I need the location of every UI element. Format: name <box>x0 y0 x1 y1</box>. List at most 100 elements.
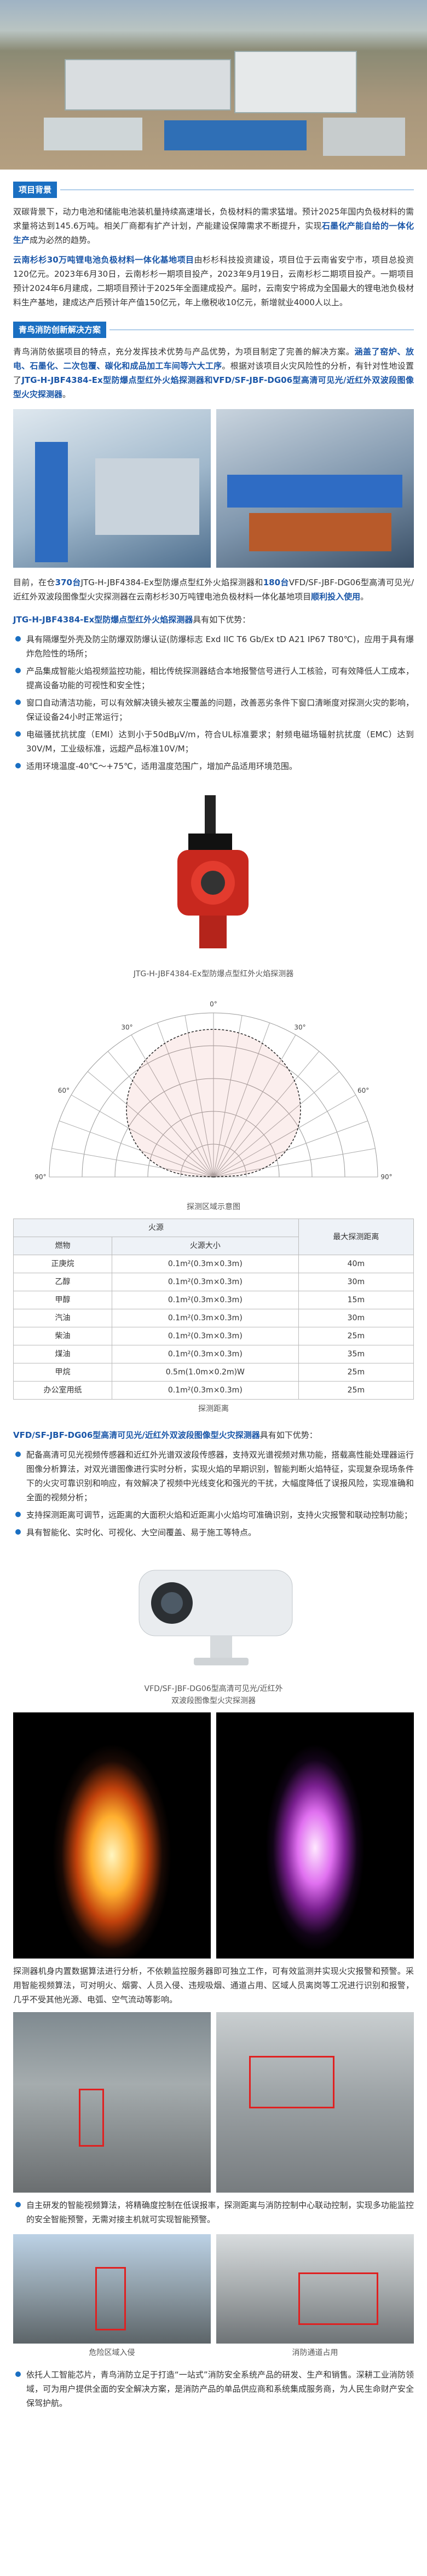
table-cell: 0.1m²(0.3m×0.3m) <box>111 1327 299 1345</box>
diagram-spoke <box>157 1022 214 1178</box>
diagram-spoke <box>51 1148 214 1178</box>
angle-label: 0° <box>210 1000 217 1008</box>
tag-text: 项目背景 <box>13 182 57 198</box>
text: 青鸟消防依据项目的特点，充分发挥技术优势与产品优势，为项目制定了完善的解决方案。 <box>13 347 355 357</box>
table-cell: 30m <box>298 1309 414 1327</box>
table-cell: 办公室用纸 <box>13 1381 112 1400</box>
bullet-list: 配备高清可见光视频传感器和近红外光谱双波段传感器，支持双光谱视频对焦功能，搭载高… <box>13 1448 414 1540</box>
table-header: 燃物 <box>13 1237 112 1255</box>
caption: 危险区域入侵 <box>89 2348 135 2357</box>
camera-photo <box>13 1548 414 1680</box>
table-cell: 0.1m²(0.3m×0.3m) <box>111 1381 299 1400</box>
angle-label: 90° <box>34 1173 46 1181</box>
diagram-spoke <box>213 1071 340 1178</box>
text: 由杉杉科技投资建设，项目位于云南省安宁市，项目总投资120亿元。2023年6月3… <box>13 255 414 307</box>
caption: 探测距离 <box>198 1404 229 1413</box>
table-cell: 40m <box>298 1255 414 1273</box>
passage-photo <box>216 2234 414 2344</box>
table-cell: 0.1m²(0.3m×0.3m) <box>111 1291 299 1309</box>
table-cell: 汽油 <box>13 1309 112 1327</box>
table-row: 甲烷 0.5m(1.0m×0.2m)W 25m <box>13 1363 414 1382</box>
flame-row <box>13 1712 414 1959</box>
table-row: 正庚烷 0.1m²(0.3m×0.3m) 40m <box>13 1255 414 1273</box>
bold-text: JTG-H-JBF4384-Ex型防爆点型红外火焰探测器和VFD/SF-JBF-… <box>13 375 414 399</box>
table-cell: 甲烷 <box>13 1363 112 1382</box>
caption: 消防通道占用 <box>292 2348 338 2357</box>
bold-text: 石墨化产能自给的一体化生产 <box>13 221 414 245</box>
table-header: 火源大小 <box>111 1237 299 1255</box>
table-cell: 35m <box>298 1345 414 1363</box>
bold-text: JTG-H-JBF4384-Ex型防爆点型红外火焰探测器 <box>13 615 193 625</box>
angle-label: 60° <box>357 1087 369 1094</box>
bullet-item: 支持探测距离可调节，远距离的大面积火焰和近距离小火焰均可准确识别，支持火灾报警和… <box>13 1508 414 1522</box>
factory-photo <box>216 409 414 568</box>
diagram-spoke <box>213 1094 356 1178</box>
diagram-spoke <box>213 1034 296 1178</box>
factory-photo <box>13 409 211 568</box>
detection-diagram: 90° 60° 30° 0° 30° 60° 90° <box>34 1000 392 1181</box>
table-cell: 0.1m²(0.3m×0.3m) <box>111 1309 299 1327</box>
table-cell: 25m <box>298 1381 414 1400</box>
table-cell: 0.1m²(0.3m×0.3m) <box>111 1255 299 1273</box>
photo-block: 消防通道占用 <box>216 2234 414 2364</box>
text: JTG-H-JBF4384-Ex型防爆点型红外火焰探测器和 <box>80 578 263 587</box>
diagram-spoke <box>213 1015 243 1178</box>
diagram-spoke <box>213 1022 270 1178</box>
photo-row <box>13 409 414 568</box>
intrusion-photo <box>13 2234 211 2344</box>
photo-row: 危险区域入侵 消防通道占用 <box>13 2234 414 2364</box>
paragraph: 探测器机身内置数据算法进行分析，不依赖监控服务器即可独立工作，可有效监测并实现火… <box>13 1966 414 2004</box>
bullet-item: 窗口自动清洁功能，可以有效解决镜头被灰尘覆盖的问题，改善恶劣条件下窗口清晰度对探… <box>13 696 414 724</box>
angle-label: 30° <box>121 1023 132 1031</box>
table-cell: 柴油 <box>13 1327 112 1345</box>
table-row: 乙醇 0.1m²(0.3m×0.3m) 30m <box>13 1273 414 1291</box>
text: 双碳背景下，动力电池和储能电池装机量持续高速增长，负极材料的需求猛增。预计202… <box>13 207 414 231</box>
angle-label: 90° <box>380 1173 392 1181</box>
bold-text: 370台 <box>55 578 81 587</box>
text: 。 <box>360 592 369 602</box>
text: 。 <box>62 389 71 399</box>
table-cell: 15m <box>298 1291 414 1309</box>
diagram-spoke <box>131 1034 214 1178</box>
angle-label: 60° <box>58 1087 70 1094</box>
section-tag: 青鸟消防创新解决方案 <box>13 322 414 338</box>
tag-text: 青鸟消防创新解决方案 <box>13 322 107 338</box>
aerial-photo <box>0 0 427 170</box>
table-cell: 甲醇 <box>13 1291 112 1309</box>
device-photo <box>13 784 414 965</box>
section-tag: 项目背景 <box>13 182 414 198</box>
bullet-item: 电磁骚扰抗扰度（EMI）达到小于50dBμV/m，符合UL标准要求；射频电磁场辐… <box>13 727 414 756</box>
diagram-spoke <box>184 1015 214 1178</box>
bullet-item: 适用环境温度-40℃～+75℃，适用温度范围广，增加产品适用环境范围。 <box>13 759 414 773</box>
paragraph: 青鸟消防依据项目的特点，充分发挥技术优势与产品优势，为项目制定了完善的解决方案。… <box>13 345 414 401</box>
diagram-spoke <box>213 1148 376 1178</box>
camera-drawing <box>139 1570 293 1665</box>
diagram-spoke <box>107 1051 214 1178</box>
diagram-spoke <box>213 1051 320 1178</box>
table-cell: 0.1m²(0.3m×0.3m) <box>111 1273 299 1291</box>
bullet-list: 具有隔爆型外壳及防尘防爆双防爆认证(防爆标志 Exd IIC T6 Gb/Ex … <box>13 632 414 773</box>
content: 项目背景 双碳背景下，动力电池和储能电池装机量持续高速增长，负极材料的需求猛增。… <box>0 182 427 2410</box>
text: 。根据对该项目火灾风险性的分析，有针对性地设置了 <box>13 361 414 385</box>
bold-text: VFD/SF-JBF-DG06型高清可见光/近红外双波段图像型火灾探测器 <box>13 1430 260 1440</box>
bold-text: 顺利投入使用 <box>311 592 361 602</box>
text: 具有如下优势： <box>259 1430 318 1440</box>
detection-zone <box>126 1029 301 1178</box>
table-cell: 30m <box>298 1273 414 1291</box>
range-table: 火源 最大探测距离 燃物 火源大小 正庚烷 0.1m²(0.3m×0.3m) 40m 乙醇… <box>13 1219 414 1400</box>
heading: VFD/SF-JBF-DG06型高清可见光/近红外双波段图像型火灾探测器具有如下… <box>13 1428 414 1442</box>
text: VFD/SF-JBF-DG06型高清可见光/近红外双波段图像型火灾探测器在云南杉… <box>13 578 414 602</box>
table-cell: 0.1m²(0.3m×0.3m) <box>111 1345 299 1363</box>
bold-text: 180台 <box>263 578 289 587</box>
table-cell: 25m <box>298 1363 414 1382</box>
bold-text: 云南杉杉30万吨锂电池负极材料一体化基地项目 <box>13 255 194 265</box>
bold-text: 涵盖了窑炉、放电、石墨化、二次包覆、碳化和成品加工车间等六大工序 <box>13 347 414 371</box>
caption: VFD/SF-JBF-DG06型高清可见光/近红外 双波段图像型火灾探测器 <box>13 1683 414 1707</box>
bullet-item: 具有隔爆型外壳及防尘防爆双防爆认证(防爆标志 Exd IIC T6 Gb/Ex … <box>13 632 414 661</box>
paragraph: 目前，在仓370台JTG-H-JBF4384-Ex型防爆点型红外火焰探测器和18… <box>13 575 414 604</box>
table-cell: 25m <box>298 1327 414 1345</box>
text: 成为必然的趋势。 <box>30 235 96 245</box>
caption: JTG-H-JBF4384-Ex型防爆点型红外火焰探测器 <box>133 970 294 978</box>
bullet-item: 产品集成智能火焰视频监控功能，相比传统探测器结合本地报警信号进行人工核验，可有效… <box>13 664 414 692</box>
table-cell: 0.5m(1.0m×0.2m)W <box>111 1363 299 1382</box>
